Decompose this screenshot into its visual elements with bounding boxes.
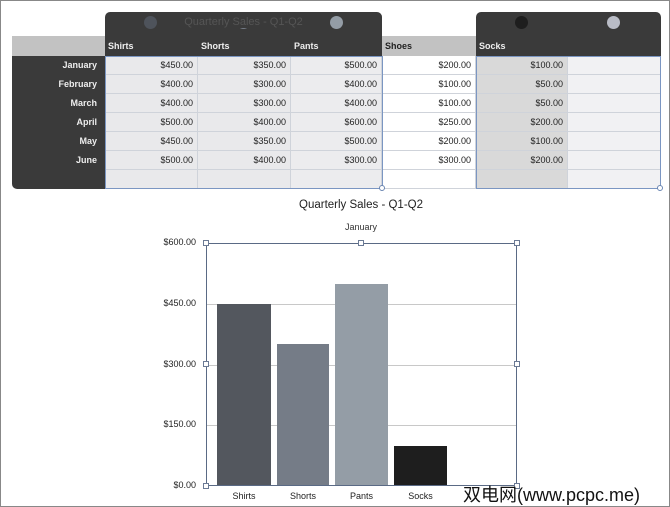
chart-resize-handle[interactable]	[203, 240, 209, 246]
column-header-shorts[interactable]: Shorts	[201, 41, 230, 51]
watermark: 双电网(www.pcpc.me)	[463, 485, 641, 505]
chart-title: Quarterly Sales - Q1-Q2	[299, 199, 423, 211]
chart-resize-handle[interactable]	[203, 483, 209, 489]
table-cell[interactable]: $300.00	[198, 75, 291, 94]
table-cell[interactable]: $500.00	[291, 56, 382, 75]
bar-socks[interactable]	[394, 445, 447, 486]
table-cell[interactable]: $50.00	[476, 94, 568, 113]
table-cell[interactable]: $300.00	[198, 94, 291, 113]
x-tick-label: Socks	[408, 491, 433, 501]
table-cell[interactable]: $200.00	[382, 132, 476, 151]
selection-range	[105, 56, 383, 189]
table-cell[interactable]: $200.00	[476, 113, 568, 132]
x-tick-label: Pants	[349, 491, 373, 501]
column-header-shirts[interactable]: Shirts	[108, 41, 134, 51]
table-cell[interactable]: $500.00	[105, 113, 198, 132]
column-header-shoes[interactable]: Shoes	[385, 41, 413, 51]
y-tick-label: $450.00	[163, 297, 196, 308]
table-cell[interactable]: $400.00	[105, 94, 198, 113]
table-cell[interactable]: $200.00	[476, 151, 568, 170]
x-tick-label: Shorts	[289, 491, 316, 501]
y-tick-label: $600.00	[163, 237, 196, 247]
selection-range-socks	[476, 56, 661, 189]
row-header-january[interactable]: January	[62, 60, 97, 70]
chart-resize-handle[interactable]	[203, 361, 209, 367]
column-header-socks[interactable]: Socks	[479, 41, 506, 51]
row-header-march[interactable]: March	[70, 98, 97, 108]
resize-handle[interactable]	[379, 185, 385, 191]
socks-column-header[interactable]	[476, 12, 661, 56]
table-cell[interactable]: $300.00	[291, 151, 382, 170]
chart-resize-handle[interactable]	[514, 240, 520, 246]
table-cell[interactable]: $100.00	[476, 132, 568, 151]
table-title-wrap: Quarterly Sales - Q1-Q2	[105, 16, 382, 28]
table-cell[interactable]: $250.00	[382, 113, 476, 132]
row-header-column	[12, 56, 105, 189]
bar-pants[interactable]	[335, 283, 388, 486]
table-cell[interactable]: $300.00	[382, 151, 476, 170]
bar-shirts[interactable]	[217, 303, 271, 486]
row-header-may[interactable]: May	[79, 136, 97, 146]
table-cell[interactable]: $100.00	[382, 75, 476, 94]
table-cell[interactable]: $400.00	[291, 75, 382, 94]
y-tick-label: $0.00	[173, 480, 196, 490]
row-header-june[interactable]: June	[75, 155, 97, 165]
table-cell[interactable]: $400.00	[198, 151, 291, 170]
resize-handle[interactable]	[657, 185, 663, 191]
series-color-swatch[interactable]	[515, 16, 528, 29]
table-cell[interactable]	[382, 170, 476, 189]
table-cell[interactable]: $100.00	[382, 94, 476, 113]
chart-resize-handle[interactable]	[514, 361, 520, 367]
y-tick-label: $150.00	[163, 419, 196, 430]
chart-resize-handle[interactable]	[514, 483, 520, 489]
table-cell[interactable]: $350.00	[198, 132, 291, 151]
table-cell[interactable]: $500.00	[291, 132, 382, 151]
series-color-swatch[interactable]	[144, 16, 157, 29]
chart-plot-frame[interactable]	[206, 243, 517, 486]
chart-resize-handle[interactable]	[358, 240, 364, 246]
table-cell[interactable]: $450.00	[105, 132, 198, 151]
table-cell[interactable]: $200.00	[382, 56, 476, 75]
table-cell[interactable]: $450.00	[105, 56, 198, 75]
table-title: Quarterly Sales - Q1-Q2	[182, 16, 305, 28]
table-cell[interactable]: $350.00	[198, 56, 291, 75]
row-header-february[interactable]: February	[58, 79, 97, 89]
table-cell[interactable]: $400.00	[291, 94, 382, 113]
x-tick-label: Shirts	[232, 491, 256, 501]
column-header-pants[interactable]: Pants	[294, 41, 319, 51]
series-color-swatch[interactable]	[330, 16, 343, 29]
series-color-swatch[interactable]	[607, 16, 620, 29]
table-cell[interactable]: $400.00	[198, 113, 291, 132]
bar-shorts[interactable]	[277, 344, 329, 486]
table-cell[interactable]: $100.00	[476, 56, 568, 75]
table-cell[interactable]: $400.00	[105, 75, 198, 94]
table-cell[interactable]: $600.00	[291, 113, 382, 132]
row-header-april[interactable]: April	[76, 117, 97, 127]
table-cell[interactable]: $50.00	[476, 75, 568, 94]
chart-subtitle: January	[344, 222, 378, 232]
table-cell[interactable]: $500.00	[105, 151, 198, 170]
y-tick-label: $300.00	[163, 358, 196, 369]
